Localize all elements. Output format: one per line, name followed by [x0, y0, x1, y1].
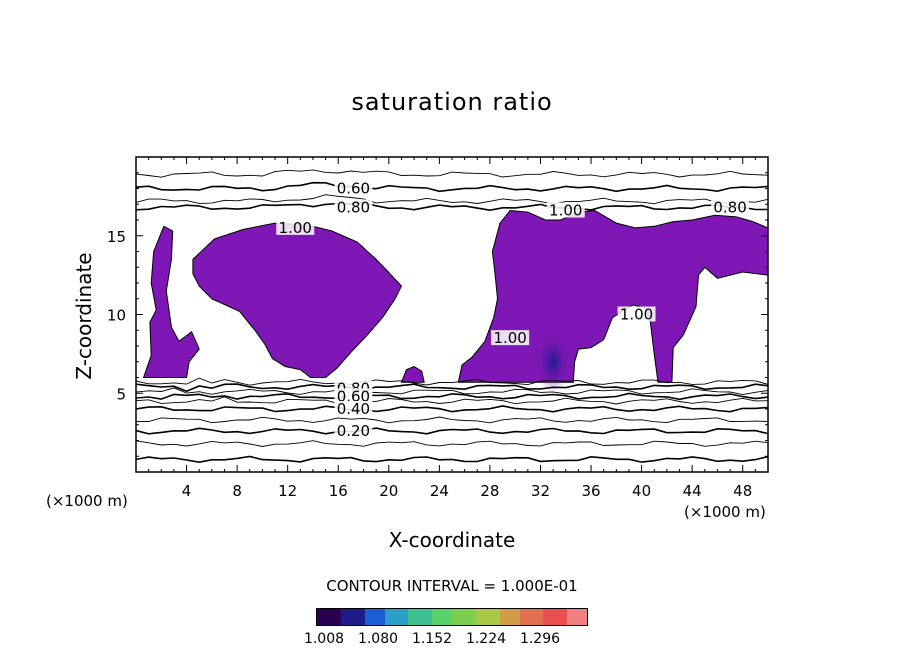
contour-line: [136, 377, 768, 386]
x-axis-label: X-coordinate: [388, 528, 516, 552]
contour-label: 1.00: [620, 306, 653, 324]
x-tick-label: 24: [430, 482, 449, 500]
x-tick-label: 40: [632, 482, 651, 500]
plot-area: [136, 169, 768, 464]
x-tick-label: 44: [683, 482, 702, 500]
contour-line: [136, 396, 768, 405]
contour-interval-label: CONTOUR INTERVAL = 1.000E-01: [326, 577, 578, 595]
contour-label-bg: [334, 388, 373, 404]
y-axis-label: Z-coordinate: [72, 252, 96, 380]
contour-label-bg: [334, 423, 373, 439]
colorbar-tick-label: 1.080: [357, 631, 399, 647]
contour-label: 0.20: [337, 422, 370, 440]
x-tick-label: 8: [232, 482, 242, 500]
high-saturation-core: [535, 331, 572, 392]
contour-line: [136, 181, 768, 193]
colorbar-tick-label: 1.008: [303, 631, 345, 647]
contour-line: [136, 440, 768, 447]
x-tick-label: 36: [581, 482, 600, 500]
x-tick-label: 16: [329, 482, 348, 500]
supersaturated-region-center-small: [400, 365, 425, 383]
x-tick-label: 48: [733, 482, 752, 500]
y-tick-label: 15: [107, 228, 126, 246]
contour-label: 1.00: [549, 202, 582, 220]
x-tick-label: 28: [480, 482, 499, 500]
supersaturated-region-right-blob: [457, 209, 768, 383]
contour-line: [136, 194, 768, 205]
contour-label-bg: [546, 202, 585, 218]
x-tick-label: 32: [531, 482, 550, 500]
colorbar: [316, 608, 588, 626]
contour-line: [136, 392, 768, 401]
supersaturated-region-left-blob: [192, 222, 403, 378]
contour-label-bg: [711, 199, 750, 215]
contour-label-bg: [334, 401, 373, 416]
contour-label-bg: [617, 306, 656, 322]
colorbar-tick-label: 1.296: [519, 631, 561, 647]
colorbar-swatch: [583, 609, 587, 625]
colorbar-tick-label: 1.224: [465, 631, 507, 647]
x-tick-label: 4: [182, 482, 192, 500]
contour-label: 1.00: [279, 219, 312, 237]
contour-line: [136, 427, 768, 435]
contour-label-bg: [276, 219, 315, 235]
contour-line: [136, 416, 768, 424]
chart-title: saturation ratio: [351, 88, 553, 116]
contour-line: [136, 383, 768, 393]
contour-label: 1.00: [493, 329, 526, 347]
contour-label: 0.60: [337, 180, 370, 198]
contour-label-bg: [334, 180, 373, 196]
x-axis-unit-right: (×1000 m): [684, 503, 766, 521]
contour-label: 0.40: [337, 400, 370, 418]
y-tick-label: 10: [107, 307, 126, 325]
contour-label: 0.60: [337, 387, 370, 405]
contour-label: 0.80: [713, 198, 746, 216]
x-axis-unit-left: (×1000 m): [46, 492, 128, 510]
colorbar-tick-label: 1.152: [411, 631, 453, 647]
contour-line: [136, 201, 768, 212]
y-tick-label: 5: [116, 385, 126, 403]
contour-label-bg: [334, 199, 373, 215]
contour-line: [136, 455, 768, 464]
contour-label-bg: [491, 330, 530, 346]
contour-line: [136, 387, 768, 396]
contour-label: 0.80: [337, 198, 370, 216]
x-tick-label: 12: [278, 482, 297, 500]
contour-line: [136, 169, 768, 178]
supersaturated-region-left-small: [142, 225, 200, 378]
contour-line: [136, 405, 768, 413]
x-tick-label: 20: [379, 482, 398, 500]
